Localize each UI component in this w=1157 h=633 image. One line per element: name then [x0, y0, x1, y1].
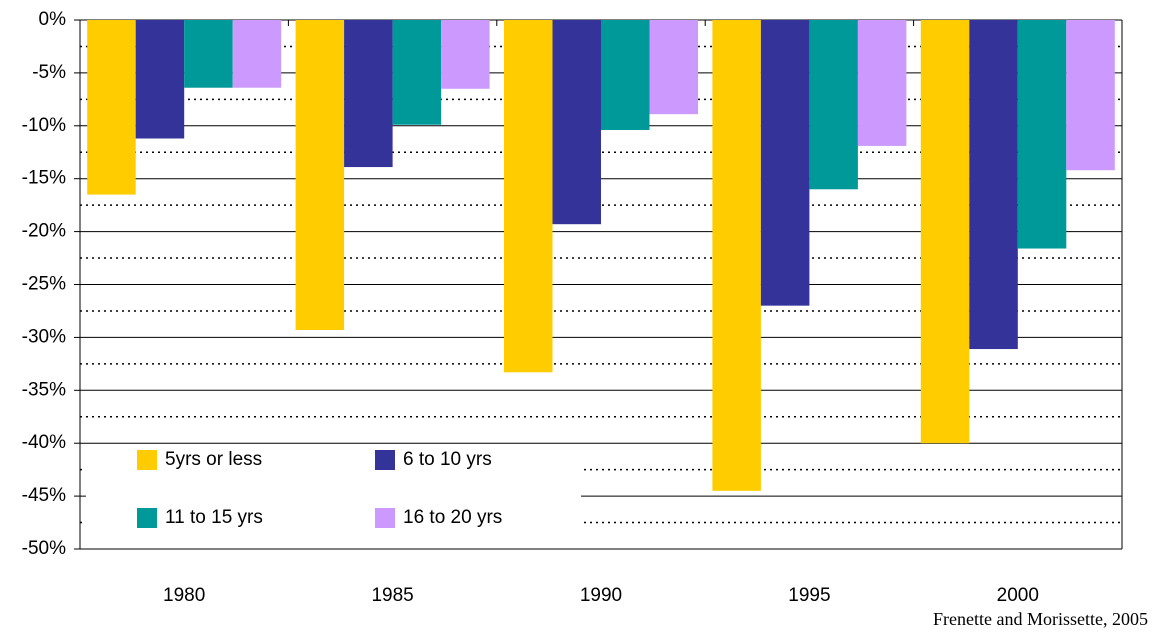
y-tick-label: 0% [39, 9, 67, 30]
y-tick-label: -35% [22, 379, 66, 400]
bar [552, 20, 601, 225]
legend-swatch [137, 508, 157, 528]
y-tick-label: -15% [22, 168, 66, 189]
y-tick-label: -10% [22, 115, 66, 136]
x-tick-label: 1985 [371, 585, 413, 606]
legend-background [86, 450, 581, 540]
bar [232, 20, 282, 88]
bar [295, 20, 345, 330]
x-tick-label: 2000 [997, 585, 1039, 606]
y-tick-label: -45% [22, 485, 66, 506]
bar [760, 20, 810, 306]
source-note: Frenette and Morissette, 2005 [933, 609, 1148, 629]
x-tick-label: 1990 [580, 585, 622, 606]
bar [712, 20, 761, 491]
y-tick-label: -50% [22, 538, 66, 559]
bar [392, 20, 442, 125]
y-tick-label: -25% [22, 274, 66, 295]
legend-label: 6 to 10 yrs [403, 449, 492, 470]
legend-label: 5yrs or less [165, 449, 262, 470]
bar [601, 20, 650, 131]
bar [1066, 20, 1115, 171]
bar [969, 20, 1018, 350]
legend-label: 11 to 15 yrs [165, 507, 263, 528]
bar [344, 20, 393, 168]
y-tick-label: -30% [22, 326, 66, 347]
x-tick-label: 1995 [788, 585, 830, 606]
x-tick-label: 1980 [163, 585, 205, 606]
y-tick-label: -40% [22, 432, 66, 453]
bar [649, 20, 698, 115]
legend-label: 16 to 20 yrs [403, 507, 502, 528]
bar [1017, 20, 1067, 249]
y-tick-label: -5% [32, 62, 66, 83]
bar [809, 20, 858, 190]
bar [504, 20, 553, 373]
y-tick-label: -20% [22, 221, 66, 242]
bar [184, 20, 233, 88]
bar [135, 20, 185, 139]
legend-swatch [375, 450, 395, 470]
bar [920, 20, 970, 444]
bar [87, 20, 136, 195]
bar [857, 20, 907, 146]
bar [441, 20, 490, 89]
legend-swatch [375, 508, 395, 528]
legend-swatch [137, 450, 157, 470]
